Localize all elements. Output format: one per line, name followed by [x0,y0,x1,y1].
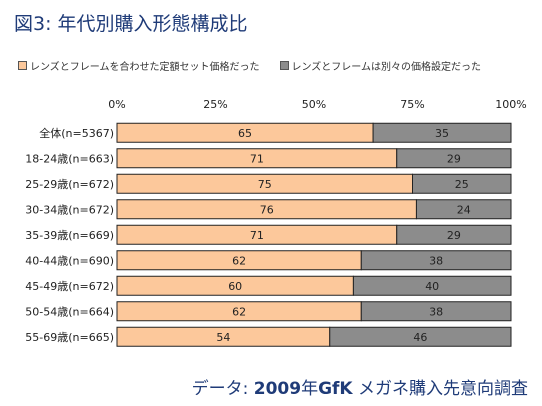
bar-segment-separate-price [396,224,512,245]
source-brand: GfK [318,379,353,399]
x-tick-label: 100% [495,98,526,111]
bar-value-label: 25 [455,178,469,191]
category-label: 25-29歳(n=672) [25,178,114,191]
bar-value-label: 62 [232,254,246,267]
source-year: 2009 [253,379,302,399]
legend-item-separate-price: レンズとフレームは別々の価格設定だった [279,58,482,73]
bar-value-label: 29 [447,229,461,242]
x-tick-label: 75% [400,98,424,111]
chart-title: 図3: 年代別購入形態構成比 [14,13,248,35]
source-prefix: データ: [191,379,254,399]
x-tick-label: 0% [108,98,125,111]
source-year-suffix: 年 [301,379,319,399]
bar-segment-separate-price [396,148,512,169]
bar-segment-separate-price [352,275,512,296]
category-label: 50-54歳(n=664) [25,305,114,318]
category-label: 全体(n=5367) [39,126,114,140]
bar-value-label: 35 [435,127,449,140]
bar-value-label: 75 [258,178,272,191]
category-label: 55-69歳(n=665) [25,331,114,344]
source-survey: メガネ購入先意向調査 [352,379,528,399]
bar-value-label: 60 [228,280,242,293]
bar-value-label: 40 [425,280,439,293]
legend-label-separate-price: レンズとフレームは別々の価格設定だった [291,62,482,73]
legend: レンズとフレームを合わせた定額セット価格だった レンズとフレームは別々の価格設定… [18,58,481,73]
bar-segment-separate-price [360,301,512,322]
bar-value-label: 46 [413,331,427,344]
bar-segment-separate-price [372,122,512,143]
bar-segment-separate-price [412,173,512,194]
bar-value-label: 71 [250,229,264,242]
bar-value-label: 76 [260,203,274,216]
legend-swatch-set-price [18,61,27,70]
legend-swatch-separate-price [279,61,289,70]
source-note: データ: 2009年GfK メガネ購入先意向調査 [192,374,528,399]
x-tick-label: 25% [203,98,227,111]
legend-label-set-price: レンズとフレームを合わせた定額セット価格だった [30,62,260,73]
bar-value-label: 29 [447,152,461,165]
bar-segment-separate-price [329,326,512,347]
category-label: 40-44歳(n=690) [25,254,114,267]
bar-value-label: 71 [250,152,264,165]
x-tick-label: 50% [302,98,326,111]
category-label: 45-49歳(n=672) [25,280,114,293]
bar-value-label: 38 [429,305,443,318]
legend-item-set-price: レンズとフレームを合わせた定額セット価格だった [18,58,260,73]
bar-segment-separate-price [415,199,512,220]
bar-value-label: 54 [216,331,230,344]
category-label: 30-34歳(n=672) [25,203,114,216]
category-label: 18-24歳(n=663) [25,152,114,165]
bar-value-label: 38 [429,254,443,267]
bar-value-label: 65 [238,127,252,140]
bar-segment-separate-price [360,250,512,271]
bar-value-label: 24 [457,203,471,216]
bar-value-label: 62 [232,305,246,318]
category-label: 35-39歳(n=669) [25,229,114,242]
